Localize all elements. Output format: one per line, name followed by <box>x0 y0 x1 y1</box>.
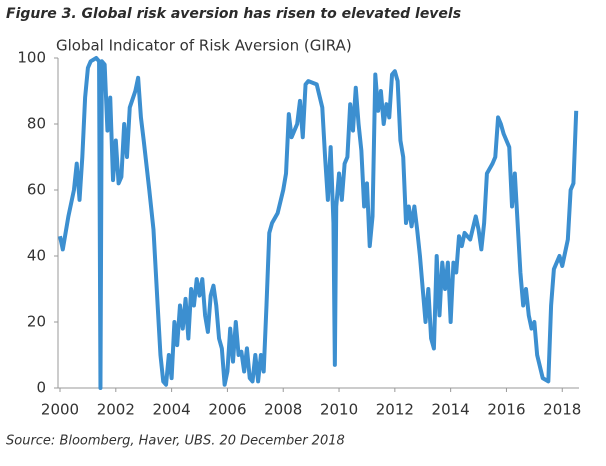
y-tick-label: 20 <box>27 313 46 331</box>
y-tick-label: 0 <box>36 379 46 397</box>
x-tick-label: 2010 <box>320 401 358 419</box>
y-tick-label: 100 <box>17 49 46 67</box>
y-tick-label: 60 <box>27 181 46 199</box>
x-tick-label: 2016 <box>487 401 525 419</box>
x-tick-label: 2018 <box>543 401 581 419</box>
x-tick-label: 2004 <box>153 401 191 419</box>
source-note: Source: Bloomberg, Haver, UBS. 20 Decemb… <box>6 434 345 449</box>
x-tick-label: 2012 <box>376 401 414 419</box>
x-tick-label: 2014 <box>432 401 470 419</box>
y-tick-label: 80 <box>27 115 46 133</box>
chart-subtitle: Global Indicator of Risk Aversion (GIRA) <box>56 37 352 55</box>
x-tick-label: 2006 <box>208 401 246 419</box>
x-tick-label: 2002 <box>97 401 135 419</box>
x-tick-label: 2000 <box>41 401 79 419</box>
x-tick-label: 2008 <box>264 401 302 419</box>
chart-title: Figure 3. Global risk aversion has risen… <box>6 6 461 22</box>
data-line <box>58 56 579 390</box>
y-tick-label: 40 <box>27 247 46 265</box>
